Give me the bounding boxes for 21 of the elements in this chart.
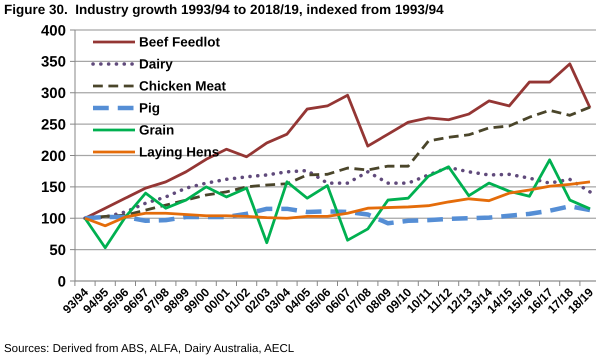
line-series [82, 204, 592, 226]
y-tick-label: 100 [40, 210, 66, 228]
y-tick-label: 150 [40, 179, 66, 196]
y-tick-label: 300 [40, 85, 66, 102]
legend-label: Grain [139, 122, 174, 138]
y-tick-label: 350 [40, 54, 66, 71]
y-tick-label: 400 [40, 22, 66, 40]
source-note: Sources: Derived from ABS, ALFA, Dairy Australia, AECL [4, 343, 295, 355]
y-tick-label: 50 [49, 242, 66, 259]
line-series [84, 158, 592, 250]
legend-label: Laying Hens [139, 144, 220, 160]
legend-label: Chicken Meat [139, 78, 227, 94]
legend-label: Pig [139, 100, 160, 116]
y-tick-label: 200 [40, 148, 66, 165]
line-series [84, 180, 592, 228]
y-tick-label: 250 [40, 116, 66, 134]
y-tick-label: 0 [58, 273, 66, 290]
line-series [83, 166, 592, 220]
legend-label: Dairy [139, 56, 174, 72]
chart-title: Figure 30. Industry growth 1993/94 to 2018/19, indexed from 1993/94 [4, 2, 444, 17]
legend-label: Beef Feedlot [139, 34, 221, 50]
